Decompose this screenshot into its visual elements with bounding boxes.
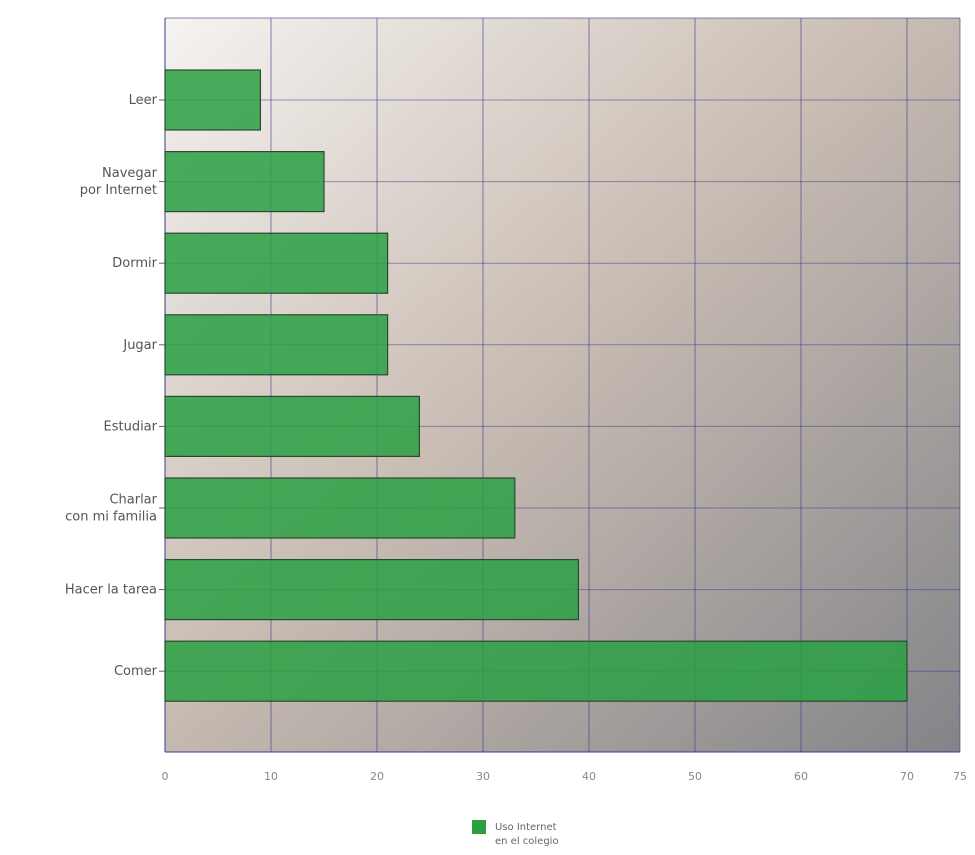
x-tick-label: 75	[953, 770, 967, 783]
bar	[165, 478, 515, 538]
bar	[165, 152, 324, 212]
x-tick-label: 40	[582, 770, 596, 783]
bar	[165, 70, 260, 130]
y-tick-label: Dormir	[112, 256, 157, 271]
chart: 0 10 20 30 40 50 60 70 75 Leer Navegarpor Internet…	[0, 0, 975, 855]
x-tick-label: 70	[900, 770, 914, 783]
x-tick-label: 0	[162, 770, 169, 783]
x-tick-label: 10	[264, 770, 278, 783]
bar	[165, 560, 578, 620]
bar	[165, 396, 419, 456]
y-tick-label: Hacer la tarea	[65, 582, 157, 597]
bar	[165, 641, 907, 701]
y-tick-label: Estudiar	[104, 419, 158, 434]
x-tick-label: 20	[370, 770, 384, 783]
bar	[165, 315, 388, 375]
legend-swatch	[472, 820, 486, 834]
x-tick-label: 50	[688, 770, 702, 783]
x-tick-label: 30	[476, 770, 490, 783]
bar	[165, 233, 388, 293]
y-tick-label: Jugar	[122, 337, 157, 352]
y-tick-label: Leer	[129, 93, 158, 108]
x-tick-label: 60	[794, 770, 808, 783]
y-tick-label: Comer	[114, 664, 158, 679]
